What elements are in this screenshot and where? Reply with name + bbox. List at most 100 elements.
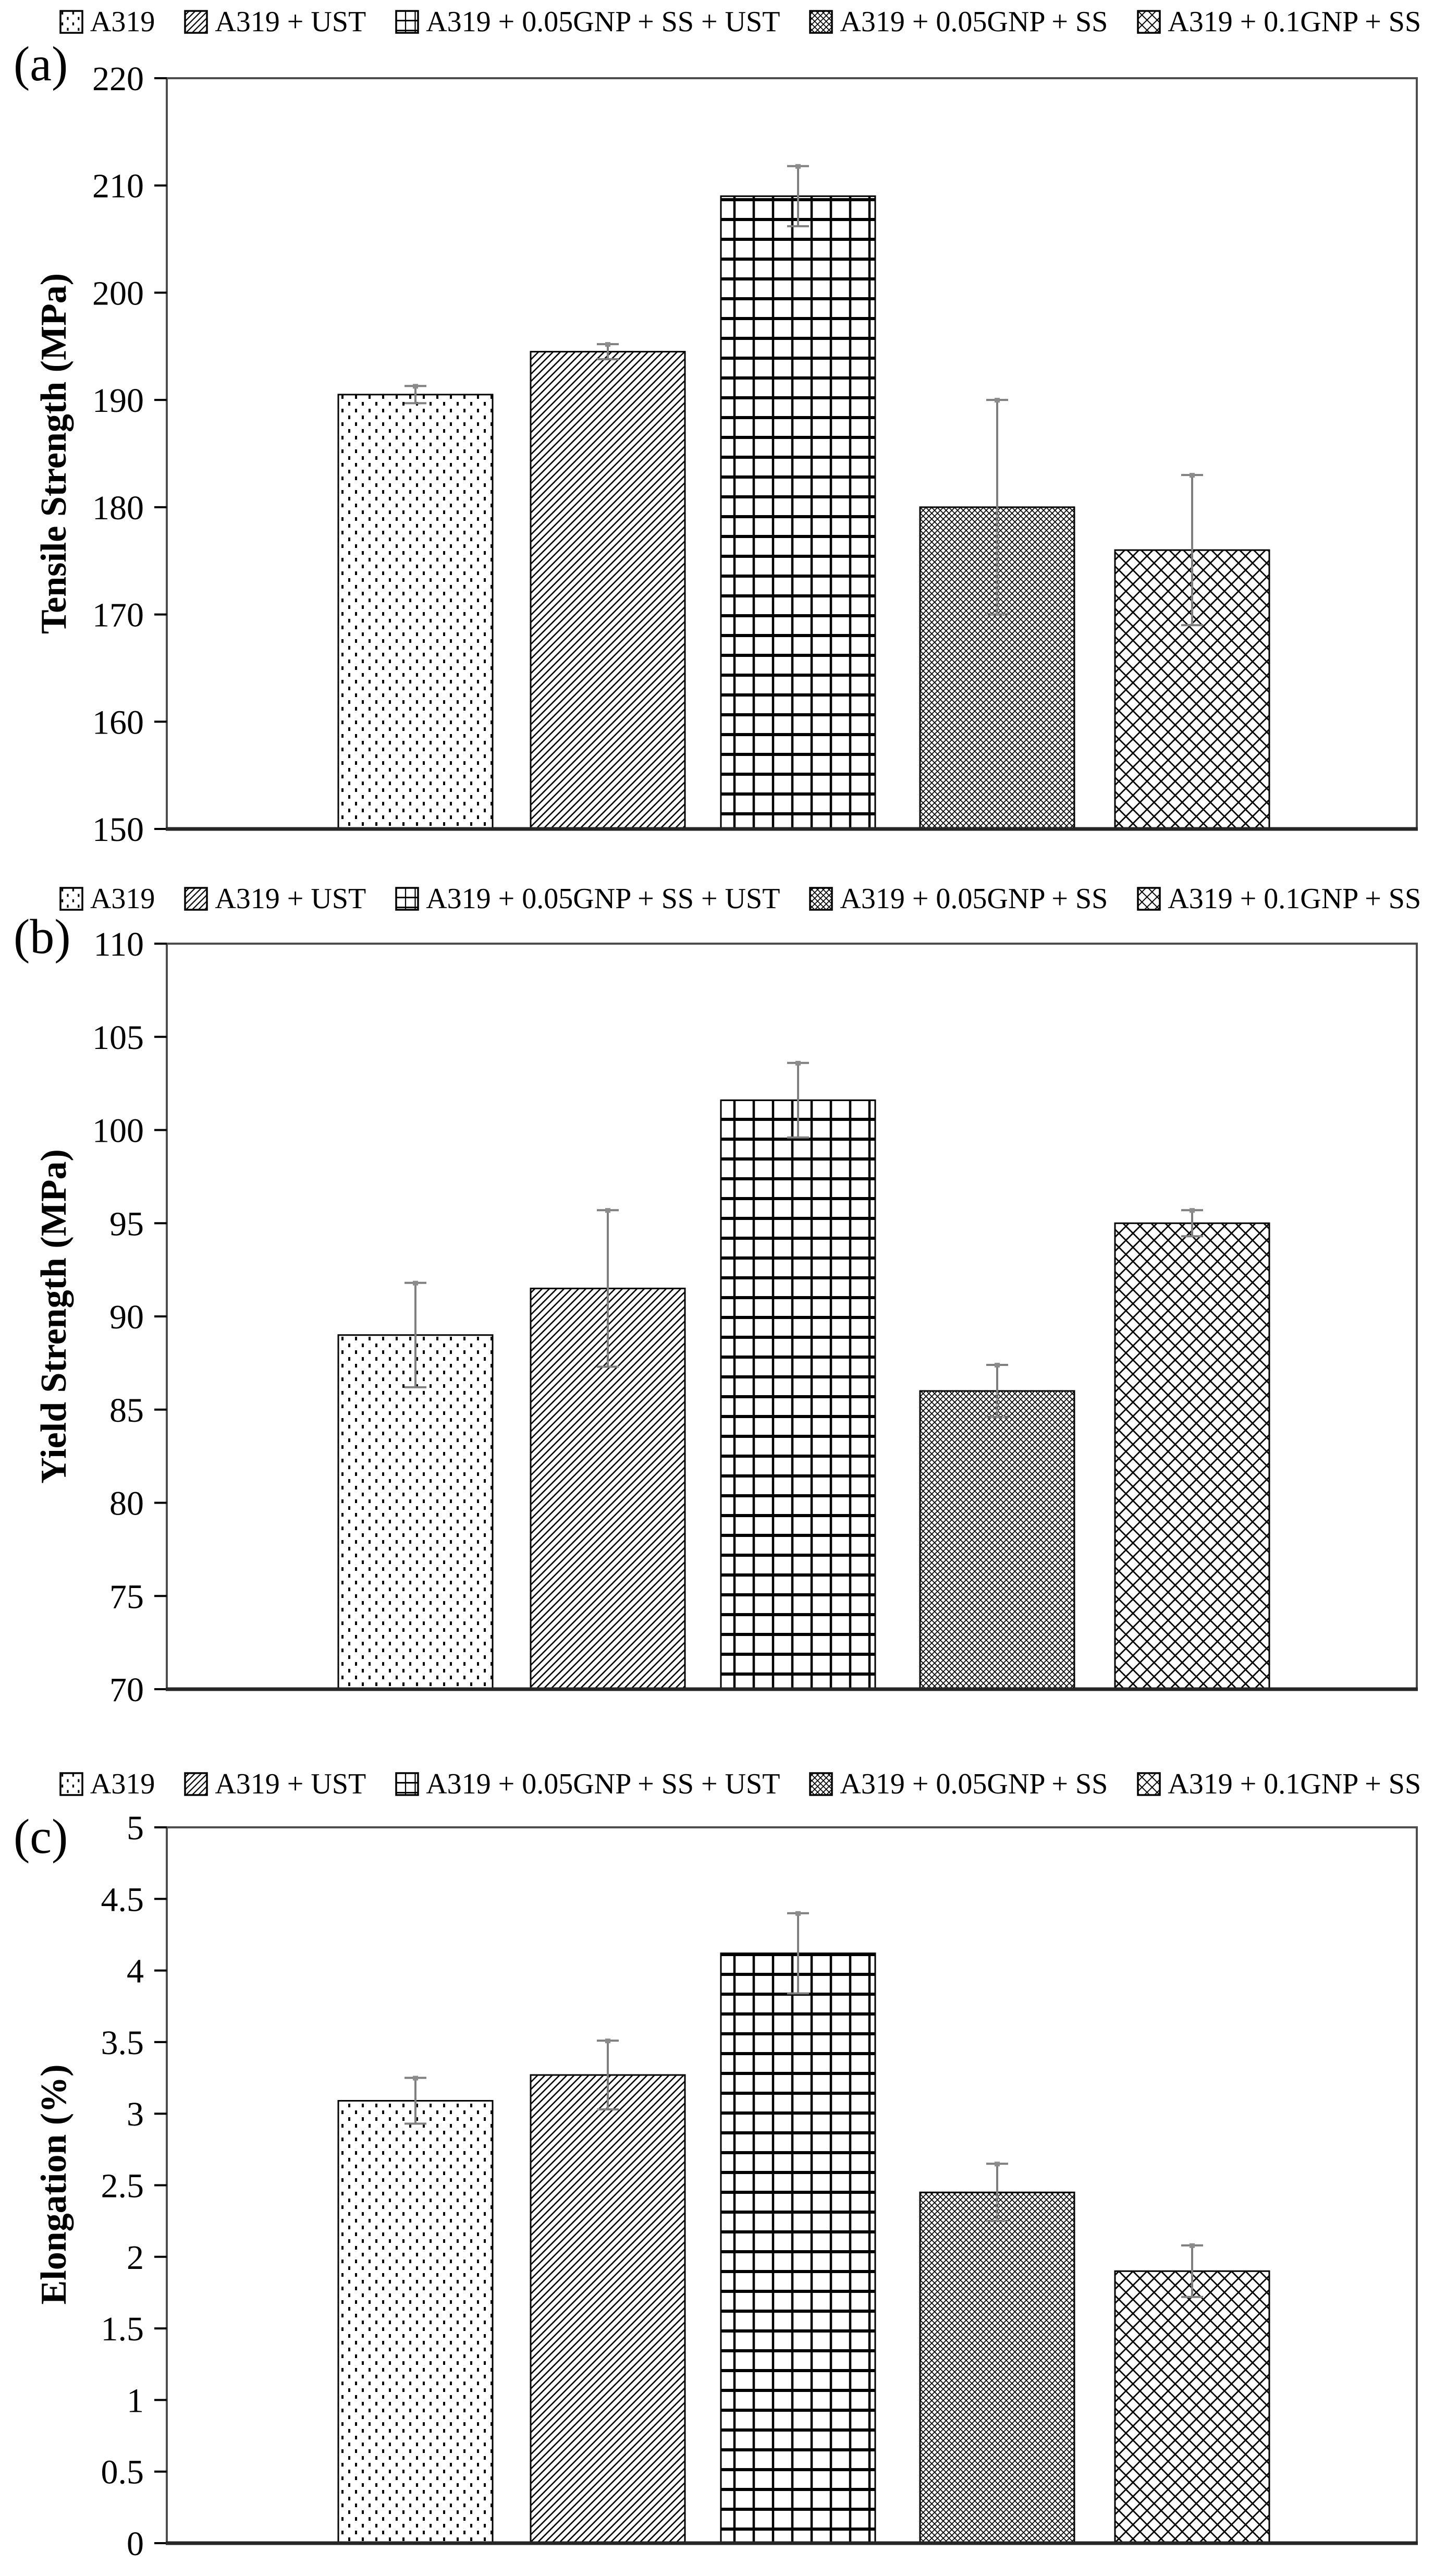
legend-label: A319 + 0.05GNP + SS (840, 6, 1108, 38)
bar-4-c (919, 2191, 1075, 2544)
swatch-rect (395, 10, 419, 34)
y-tick-label: 220 (92, 60, 144, 98)
y-tick-label: 2 (127, 2239, 144, 2277)
legend-label: A319 (90, 6, 155, 38)
swatch-rect (1137, 10, 1161, 34)
swatch-rect (809, 10, 834, 34)
legend: A319 A319 + UST A319 + 0.05GNP + SS + UST A… (59, 882, 1421, 915)
swatch-rect (809, 887, 834, 911)
error-bar-tip-marker (995, 398, 1000, 403)
y-tick-label: 95 (109, 1205, 144, 1243)
legend-label: A319 + 0.1GNP + SS (1168, 883, 1421, 915)
legend-item-2: A319 + UST (184, 882, 366, 915)
y-tick-label: 1.5 (101, 2310, 144, 2348)
y-tick-label: 5 (127, 1809, 144, 1847)
legend-item-2: A319 + UST (184, 1767, 366, 1801)
bar-3-b (720, 1099, 876, 1690)
swatch-rect (59, 887, 83, 911)
legend-item-2: A319 + UST (184, 5, 366, 39)
bar-2-a (530, 351, 686, 830)
cross-small-swatch-icon (809, 1772, 834, 1796)
error-bar-tip-marker (605, 1208, 610, 1213)
error-bar-tip-marker (1190, 1208, 1195, 1213)
error-bar-tip-marker (795, 164, 801, 169)
swatch-rect (1137, 887, 1161, 911)
error-bar-tip-marker (413, 384, 418, 389)
y-tick-label: 0 (127, 2525, 144, 2563)
bar-3-a (720, 195, 876, 830)
y-tick-label: 190 (92, 382, 144, 420)
legend: A319 A319 + UST A319 + 0.05GNP + SS + UST A… (59, 1767, 1421, 1801)
error-bar-tip-marker (995, 2162, 1000, 2167)
bar-5-c (1114, 2270, 1270, 2544)
error-bar-tip-marker (1190, 473, 1195, 478)
legend-label: A319 (90, 883, 155, 915)
swatch-rect (59, 10, 83, 34)
legend-item-4: A319 + 0.05GNP + SS (809, 882, 1108, 915)
grid-swatch-icon (395, 10, 419, 34)
y-tick-label: 0.5 (101, 2453, 144, 2492)
y-tick-label: 100 (92, 1112, 144, 1150)
error-bar-tip-marker (995, 1362, 1000, 1368)
diagonal-swatch-icon (184, 1772, 209, 1796)
legend-label: A319 + 0.05GNP + SS (840, 1768, 1108, 1800)
legend-item-3: A319 + 0.05GNP + SS + UST (395, 882, 780, 915)
grid-swatch-icon (395, 1772, 419, 1796)
swatch-rect (59, 1772, 83, 1796)
panel-elongation: A319 A319 + UST A319 + 0.05GNP + SS + UST A… (0, 1715, 1434, 2576)
bar-2-c (530, 2074, 686, 2544)
y-tick-label: 90 (109, 1298, 144, 1336)
y-tick-label: 180 (92, 489, 144, 527)
panel-letter: (b) (14, 910, 71, 964)
error-bar-tip-marker (795, 1911, 801, 1916)
swatch-rect (809, 1772, 834, 1796)
y-tick-label: 80 (109, 1485, 144, 1523)
y-tick-label: 170 (92, 596, 144, 634)
bar-1-a (337, 394, 494, 830)
legend-label: A319 + 0.1GNP + SS (1168, 6, 1421, 38)
diagonal-swatch-icon (184, 10, 209, 34)
legend-label: A319 + 0.1GNP + SS (1168, 1768, 1421, 1800)
swatch-rect (184, 1772, 209, 1796)
legend-item-5: A319 + 0.1GNP + SS (1137, 5, 1421, 39)
y-tick-label: 70 (109, 1671, 144, 1709)
y-tick-label: 150 (92, 811, 144, 849)
legend: A319 A319 + UST A319 + 0.05GNP + SS + UST A… (59, 5, 1421, 39)
legend-label: A319 + 0.05GNP + SS + UST (426, 1768, 780, 1800)
legend-label: A319 + UST (215, 883, 366, 915)
bar-3-c (720, 1952, 876, 2544)
error-bar-tip-marker (795, 1060, 801, 1066)
panel-letter: (c) (14, 1810, 68, 1864)
error-bar-tip-marker (1190, 2243, 1195, 2248)
y-tick-label: 200 (92, 274, 144, 312)
y-tick-label: 75 (109, 1578, 144, 1616)
cross-large-swatch-icon (1137, 1772, 1161, 1796)
elongation-chart: 0 0.5 1 1.5 2 2.5 3 3.5 4 4.5 5 (101, 1809, 1418, 2563)
legend-label: A319 + UST (215, 1768, 366, 1800)
dots-swatch-icon (59, 1772, 83, 1796)
bar-1-c (337, 2099, 494, 2544)
legend-item-5: A319 + 0.1GNP + SS (1137, 882, 1421, 915)
legend-label: A319 + 0.05GNP + SS + UST (426, 883, 780, 915)
y-tick-label: 3 (127, 2095, 144, 2133)
bar-4-b (919, 1390, 1075, 1690)
y-tick-label: 210 (92, 167, 144, 205)
y-tick-label: 4.5 (101, 1881, 144, 1919)
cross-large-swatch-icon (1137, 10, 1161, 34)
legend-label: A319 (90, 1768, 155, 1800)
legend-item-3: A319 + 0.05GNP + SS + UST (395, 5, 780, 39)
cross-large-swatch-icon (1137, 887, 1161, 911)
y-tick-label: 1 (127, 2382, 144, 2420)
swatch-rect (184, 10, 209, 34)
legend-item-1: A319 (59, 5, 155, 39)
diagonal-swatch-icon (184, 887, 209, 911)
legend-item-4: A319 + 0.05GNP + SS (809, 1767, 1108, 1801)
panel-tensile-strength: A319 A319 + UST A319 + 0.05GNP + SS + UST A… (0, 0, 1434, 860)
y-tick-label: 105 (92, 1019, 144, 1057)
swatch-rect (395, 887, 419, 911)
error-bar-tip-marker (605, 2038, 610, 2044)
legend-item-4: A319 + 0.05GNP + SS (809, 5, 1108, 39)
tensile-strength-chart: 150 160 170 180 190 200 210 220 (92, 60, 1418, 849)
error-bar-tip-marker (413, 1280, 418, 1286)
